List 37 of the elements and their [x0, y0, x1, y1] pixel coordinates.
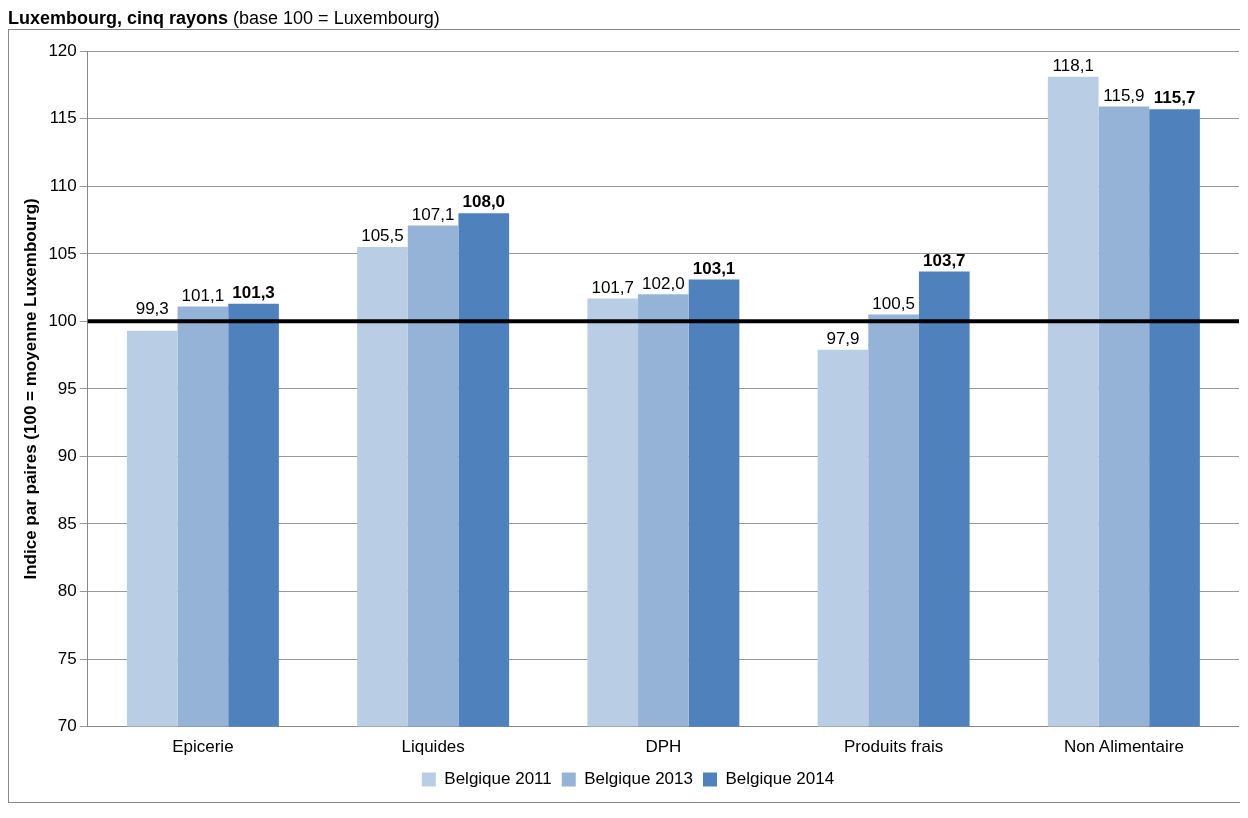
- x-tick-label: Produits frais: [844, 737, 944, 757]
- data-label: 103,7: [923, 250, 966, 270]
- x-tick-label: Liquides: [401, 737, 465, 757]
- y-tick-label: 90: [57, 446, 77, 466]
- data-label: 101,7: [591, 277, 634, 297]
- legend-label: Belgique 2011: [444, 769, 552, 789]
- data-label: 115,9: [1103, 85, 1145, 105]
- x-tick-label: DPH: [645, 737, 682, 757]
- legend-label: Belgique 2014: [725, 769, 835, 789]
- y-tick-label: 70: [57, 716, 77, 736]
- y-tick-label: 115: [49, 108, 77, 128]
- data-label: 108,0: [462, 192, 506, 212]
- y-tick-label: 120: [48, 40, 77, 60]
- x-tick-label: Epicerie: [172, 737, 234, 757]
- data-label: 105,5: [361, 226, 404, 246]
- data-label: 97,9: [826, 328, 860, 348]
- legend-label: Belgique 2013: [584, 769, 693, 789]
- y-tick-label: 80: [57, 581, 77, 601]
- y-tick-label: 105: [48, 243, 77, 263]
- y-tick-label: 75: [57, 648, 77, 668]
- data-label: 107,1: [411, 204, 455, 224]
- data-label: 102,0: [642, 273, 685, 293]
- y-axis-title: Indice par paires (100 = moyenne Luxembourg): [20, 198, 40, 580]
- data-label: 118,1: [1052, 56, 1094, 76]
- y-tick-label: 95: [57, 378, 77, 398]
- data-label: 99,3: [135, 298, 169, 318]
- data-label: 103,1: [692, 258, 736, 278]
- data-label: 115,7: [1153, 88, 1196, 108]
- data-label: 101,1: [181, 285, 225, 305]
- x-tick-label: Non Alimentaire: [1063, 737, 1184, 757]
- data-label: 101,3: [232, 282, 275, 302]
- chart-subtitle: (base 100 = Luxembourg): [233, 8, 440, 28]
- chart-title: Luxembourg, cinq rayons: [8, 8, 229, 28]
- y-tick-label: 110: [49, 175, 77, 195]
- y-tick-label: 100: [48, 311, 77, 331]
- y-tick-label: 85: [57, 513, 77, 533]
- data-label: 100,5: [872, 293, 915, 313]
